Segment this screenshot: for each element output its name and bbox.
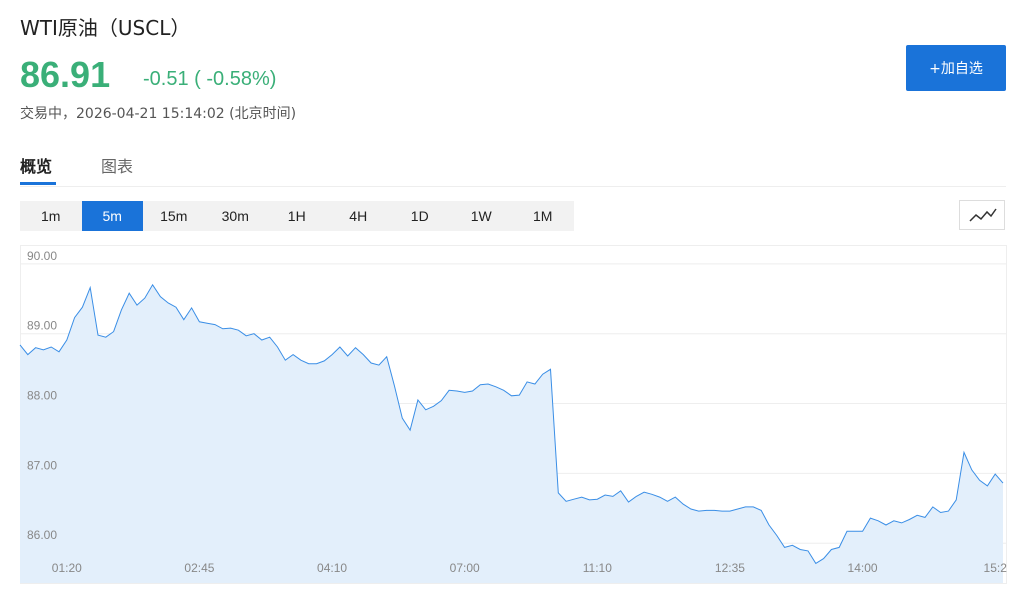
instrument-title: WTI原油（USCL） (20, 16, 191, 40)
y-tick-label: 86.00 (27, 528, 57, 542)
x-tick-label: 12:35 (715, 561, 745, 575)
tab[interactable]: 概览 (20, 157, 53, 176)
tab[interactable]: 图表 (101, 157, 134, 176)
interval-bar: 1m 5m 15m 30m 1H 4H 1D 1W 1M (20, 201, 574, 231)
interval-button[interactable]: 5m (81, 201, 143, 231)
trading-status: 交易中，2026-04-21 15:14:02 (北京时间) (20, 106, 297, 122)
chart-type-icon (969, 208, 997, 222)
y-tick-label: 90.00 (27, 249, 57, 263)
interval-button[interactable]: 1H (287, 208, 306, 224)
interval-button[interactable]: 1m (41, 208, 61, 224)
tab-indicator (20, 182, 56, 185)
interval-button[interactable]: 1M (533, 208, 553, 224)
add-watchlist-button[interactable]: +加自选 (906, 45, 1006, 91)
interval-button[interactable]: 30m (221, 208, 249, 224)
interval-button[interactable]: 15m (160, 208, 188, 224)
x-tick-label: 11:10 (583, 561, 612, 575)
y-tick-label: 88.00 (27, 389, 57, 403)
price-change: -0.51 ( -0.58%) (143, 68, 277, 90)
y-tick-label: 87.00 (27, 458, 57, 472)
x-tick-label: 15:2 (984, 561, 1008, 575)
y-tick-label: 89.00 (27, 319, 57, 333)
interval-button[interactable]: 1D (410, 208, 429, 224)
chart-type-button[interactable] (959, 200, 1005, 230)
interval-button[interactable]: 4H (349, 208, 368, 224)
price: 86.91 (20, 54, 111, 95)
x-tick-label: 02:45 (184, 561, 214, 575)
x-tick-label: 07:00 (450, 561, 480, 575)
separator (20, 186, 1006, 187)
area (20, 284, 1003, 583)
interval-button[interactable]: 1W (470, 208, 492, 224)
x-tick-label: 14:00 (848, 561, 878, 575)
x-tick-label: 04:10 (317, 561, 347, 575)
line (19, 283, 1004, 565)
x-tick-label: 01:20 (52, 561, 82, 575)
